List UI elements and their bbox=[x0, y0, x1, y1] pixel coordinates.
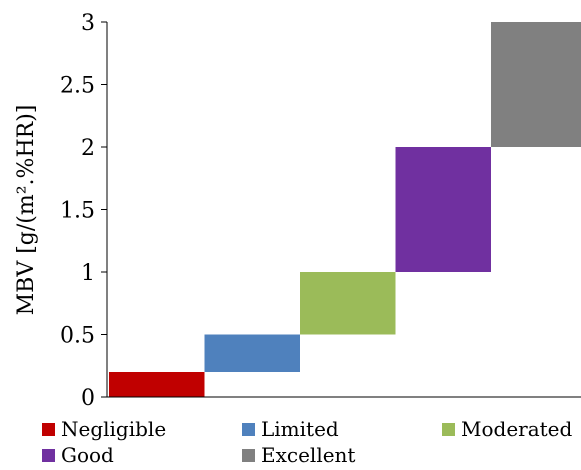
bar-good bbox=[395, 147, 491, 272]
legend-swatch-good bbox=[42, 449, 55, 462]
y-tick-label: 2 bbox=[81, 136, 95, 161]
y-tick-label: 1 bbox=[81, 261, 95, 286]
bar-excellent bbox=[491, 22, 581, 147]
plot-area bbox=[109, 22, 581, 397]
y-tick-label: 2.5 bbox=[60, 74, 95, 99]
y-tick-label: 3 bbox=[81, 11, 95, 36]
legend-swatch-excellent bbox=[242, 449, 255, 462]
legend-swatch-negligible bbox=[42, 423, 55, 436]
legend-label-moderated: Moderated bbox=[461, 417, 573, 441]
y-tick-label: 0.5 bbox=[60, 324, 95, 349]
bar-negligible bbox=[109, 372, 205, 397]
bar-limited bbox=[204, 334, 300, 372]
legend-label-negligible: Negligible bbox=[61, 417, 166, 441]
legend-label-excellent: Excellent bbox=[261, 443, 355, 467]
bar-moderated bbox=[300, 272, 396, 335]
y-tick-label: 1.5 bbox=[60, 199, 95, 224]
legend: Negligible Limited Moderated Good Excellent bbox=[42, 417, 573, 467]
legend-label-limited: Limited bbox=[261, 417, 339, 441]
y-tick-label: 0 bbox=[81, 386, 95, 411]
legend-swatch-limited bbox=[242, 423, 255, 436]
legend-swatch-moderated bbox=[442, 423, 455, 436]
legend-label-good: Good bbox=[61, 443, 114, 467]
y-axis-ticks: 0 0.5 1 1.5 2 2.5 3 bbox=[60, 11, 107, 411]
y-axis-title: MBV [g/(m².%HR)] bbox=[14, 105, 39, 316]
